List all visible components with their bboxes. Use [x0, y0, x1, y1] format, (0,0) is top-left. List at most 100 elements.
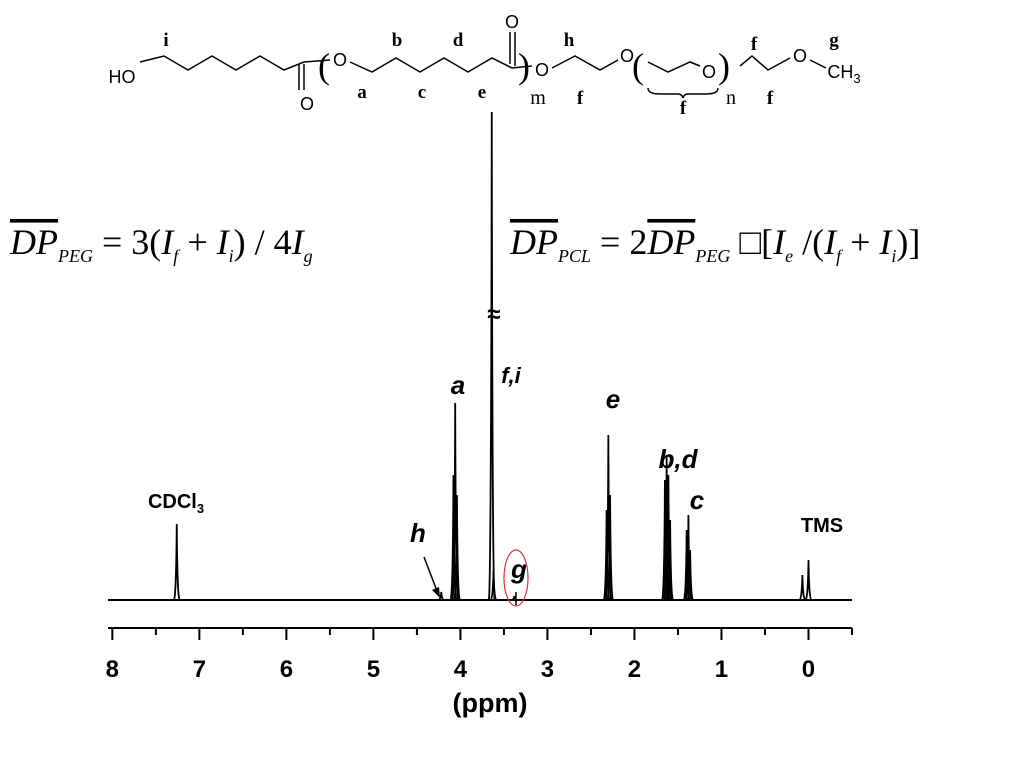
formula-part: I [823, 222, 838, 262]
peak-label: TMS [801, 515, 843, 537]
paren: ) [518, 46, 530, 86]
methyl-text: CH [827, 62, 853, 82]
peak-label: CDCl3 [148, 491, 204, 516]
peak [604, 434, 613, 601]
atom: O [793, 46, 807, 66]
brace [647, 87, 719, 99]
formula-part: DP [646, 222, 695, 262]
label: h [564, 30, 575, 51]
structure-text: HO O O O O O O O CH3 ( ) ( ) i b d h g a… [109, 12, 861, 119]
x-tick-label: 2 [628, 656, 641, 683]
peak-label: f,i [501, 363, 521, 388]
repeat: m [530, 87, 546, 109]
peak-label-sub: 3 [197, 501, 204, 516]
break-mark: ≈ [487, 301, 500, 328]
peak [489, 569, 498, 601]
formula-part: g [304, 246, 313, 266]
formula-part: PCL [557, 246, 591, 266]
x-tick-label: 3 [541, 656, 554, 683]
peak-label-text: TMS [801, 515, 843, 537]
bond [647, 61, 701, 73]
formula-part: I [216, 222, 231, 262]
peak [798, 574, 806, 601]
x-tick-label: 4 [454, 656, 468, 683]
peak-label-text: h [410, 518, 426, 548]
x-tick-label: 0 [802, 656, 815, 683]
peak [451, 402, 460, 601]
peak-label-text: a [451, 370, 465, 400]
formula-part: ) / 4 [234, 222, 292, 262]
paren: ( [632, 46, 644, 86]
peak-label-text: b,d [659, 444, 699, 474]
peak-label-text: CDCl [148, 491, 197, 513]
formula-part: □[ [730, 222, 773, 262]
x-axis: 8 7 6 5 4 3 2 1 0 [106, 627, 853, 683]
formula: DPPEG = 3(If + Ii) / 4Ig [9, 222, 313, 266]
atom: O [535, 60, 549, 80]
peak [172, 523, 181, 601]
bond [551, 55, 619, 71]
peak-label-text: e [606, 384, 620, 414]
formula-part: DP [509, 222, 558, 262]
bond [349, 57, 533, 73]
x-tick-label: 6 [280, 656, 293, 683]
arrow-head [432, 587, 440, 598]
peak-label-text: c [690, 485, 705, 515]
formula-part: )] [896, 222, 920, 262]
label: e [478, 82, 486, 103]
bond [739, 55, 791, 71]
peak [684, 514, 693, 601]
formula-part: f [836, 246, 844, 266]
formula-part: = 3( [93, 222, 161, 262]
label: g [829, 30, 839, 51]
formula-part: I [291, 222, 306, 262]
atom: O [620, 46, 634, 66]
label: b [392, 30, 403, 51]
formula-part: f [173, 246, 181, 266]
x-tick-label: 1 [715, 656, 728, 683]
label: f [751, 34, 758, 55]
bond [139, 55, 305, 71]
formula-part: i [891, 246, 896, 266]
formula-part: + [841, 222, 879, 262]
formula-part: i [229, 246, 234, 266]
peak-label: b,d [659, 444, 699, 474]
x-tick-label: 8 [106, 656, 119, 683]
peak-label-text: f,i [501, 363, 521, 388]
peak-label: c [690, 485, 705, 515]
methyl-sub: 3 [853, 71, 860, 86]
formula-part: I [160, 222, 175, 262]
formula-part: I [772, 222, 787, 262]
label: d [453, 30, 464, 51]
peak-label: h [410, 518, 426, 548]
formula-part: I [878, 222, 893, 262]
arrow [423, 556, 438, 592]
peak [804, 559, 813, 601]
peak-label: a [451, 370, 465, 400]
structure [139, 32, 827, 99]
peak [606, 494, 614, 601]
atom: O [333, 50, 347, 70]
peak [686, 549, 695, 601]
peak-label-text: g [510, 554, 527, 584]
peak [453, 494, 461, 601]
x-tick-label: 7 [193, 656, 206, 683]
atom: O [300, 94, 314, 114]
formula-part: /( [793, 222, 824, 262]
formula-part: = 2 [591, 222, 647, 262]
peak-label: e [606, 384, 620, 414]
bond [809, 59, 827, 69]
label: c [418, 82, 426, 103]
formula-part: PEG [57, 246, 93, 266]
formula-part: e [785, 246, 793, 266]
atom: O [505, 12, 519, 32]
highlight [503, 549, 529, 607]
peak [438, 591, 445, 601]
peak-label: g [510, 554, 527, 584]
formula-part: + [178, 222, 216, 262]
label: i [163, 30, 168, 51]
x-tick-label: 5 [367, 656, 380, 683]
formula-part: PEG [694, 246, 730, 266]
